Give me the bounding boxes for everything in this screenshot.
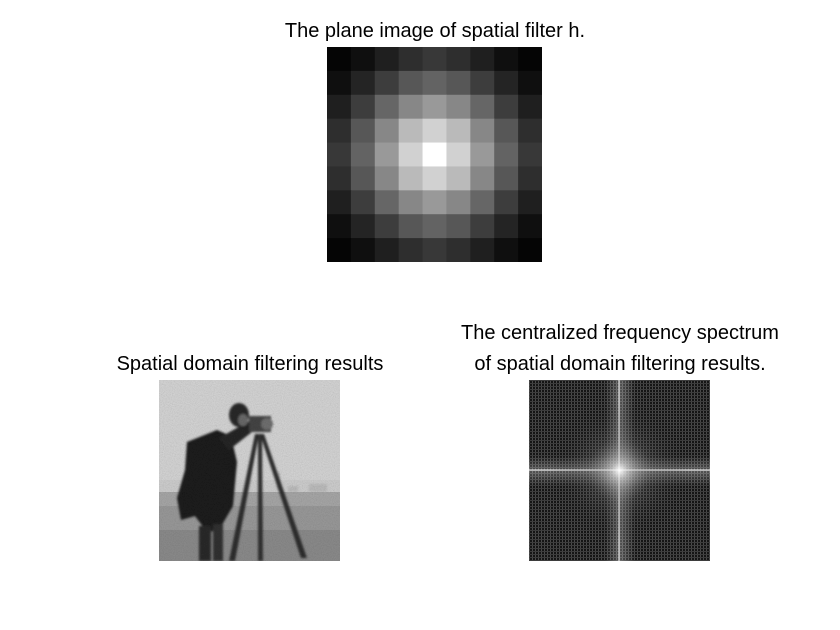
- kernel-cell-7-0: [327, 214, 352, 239]
- kernel-cell-7-6: [470, 214, 495, 239]
- kernel-cell-7-1: [350, 214, 376, 239]
- kernel-cell-5-2: [374, 166, 400, 191]
- kernel-cell-8-5: [446, 238, 471, 262]
- kernel-cell-3-6: [470, 118, 495, 144]
- kernel-cell-1-2: [374, 70, 400, 96]
- kernel-cell-2-2: [374, 94, 400, 120]
- kernel-cell-1-4: [422, 70, 447, 96]
- kernel-cell-4-2: [374, 142, 400, 167]
- kernel-cell-6-1: [350, 190, 376, 215]
- kernel-cell-7-5: [446, 214, 471, 239]
- kernel-cell-6-8: [518, 190, 542, 215]
- kernel-cell-8-1: [350, 238, 376, 262]
- kernel-cell-2-4: [422, 94, 447, 120]
- kernel-cell-4-5: [446, 142, 471, 167]
- kernel-cell-5-7: [494, 166, 519, 191]
- kernel-cell-0-5: [446, 47, 471, 72]
- kernel-cell-5-3: [398, 166, 424, 191]
- kernel-cell-5-1: [350, 166, 376, 191]
- kernel-cell-4-8: [518, 142, 542, 167]
- kernel-cell-1-6: [470, 70, 495, 96]
- kernel-cell-1-1: [350, 70, 376, 96]
- kernel-cell-4-6: [470, 142, 495, 167]
- kernel-cell-6-5: [446, 190, 471, 215]
- kernel-cell-0-8: [518, 47, 542, 72]
- kernel-cell-1-3: [398, 70, 424, 96]
- kernel-cell-8-3: [398, 238, 424, 262]
- kernel-cell-0-2: [374, 47, 400, 72]
- kernel-cell-3-3: [398, 118, 424, 144]
- kernel-cell-7-4: [422, 214, 447, 239]
- kernel-cell-2-0: [327, 94, 352, 120]
- filter-plane-title: The plane image of spatial filter h.: [284, 20, 586, 42]
- kernel-cell-7-3: [398, 214, 424, 239]
- kernel-cell-1-5: [446, 70, 471, 96]
- kernel-cell-1-7: [494, 70, 519, 96]
- kernel-cell-8-6: [470, 238, 495, 262]
- filtered-cameraman-image: [159, 380, 340, 561]
- kernel-cell-2-8: [518, 94, 542, 120]
- kernel-cell-5-4: [422, 166, 447, 191]
- kernel-cell-6-6: [470, 190, 495, 215]
- kernel-cell-4-3: [398, 142, 424, 167]
- kernel-cell-8-8: [518, 238, 542, 262]
- kernel-cell-2-1: [350, 94, 376, 120]
- kernel-cell-0-0: [327, 47, 352, 72]
- spectrum-title-line-2: of spatial domain filtering results.: [474, 353, 766, 375]
- filter-kernel-image: [327, 47, 542, 262]
- kernel-cell-2-3: [398, 94, 424, 120]
- filtering-result-title: Spatial domain filtering results: [116, 353, 384, 375]
- kernel-cell-5-5: [446, 166, 471, 191]
- kernel-cell-7-2: [374, 214, 400, 239]
- kernel-cell-1-8: [518, 70, 542, 96]
- kernel-cell-8-4: [422, 238, 447, 262]
- kernel-cell-2-6: [470, 94, 495, 120]
- kernel-cell-5-6: [470, 166, 495, 191]
- kernel-cell-3-4: [422, 118, 447, 144]
- kernel-cell-5-8: [518, 166, 542, 191]
- kernel-cell-1-0: [327, 70, 352, 96]
- kernel-cell-3-5: [446, 118, 471, 144]
- kernel-cell-7-8: [518, 214, 542, 239]
- kernel-cell-0-4: [422, 47, 447, 72]
- kernel-cell-6-3: [398, 190, 424, 215]
- kernel-cell-0-3: [398, 47, 424, 72]
- kernel-cell-5-0: [327, 166, 352, 191]
- kernel-cell-4-0: [327, 142, 352, 167]
- kernel-cell-8-7: [494, 238, 519, 262]
- kernel-cell-0-6: [470, 47, 495, 72]
- kernel-cell-6-7: [494, 190, 519, 215]
- kernel-cell-7-7: [494, 214, 519, 239]
- kernel-cell-2-7: [494, 94, 519, 120]
- kernel-cell-3-2: [374, 118, 400, 144]
- frequency-spectrum-image: [529, 380, 710, 561]
- kernel-cell-8-0: [327, 238, 352, 262]
- kernel-cell-2-5: [446, 94, 471, 120]
- kernel-cell-0-1: [350, 47, 376, 72]
- kernel-cell-3-8: [518, 118, 542, 144]
- kernel-cell-3-0: [327, 118, 352, 144]
- kernel-cell-0-7: [494, 47, 519, 72]
- kernel-cell-6-0: [327, 190, 352, 215]
- kernel-cell-3-7: [494, 118, 519, 144]
- spectrum-title-line-1: The centralized frequency spectrum: [461, 322, 779, 344]
- kernel-cell-4-4: [422, 142, 447, 167]
- kernel-cell-4-7: [494, 142, 519, 167]
- kernel-cell-4-1: [350, 142, 376, 167]
- kernel-cell-8-2: [374, 238, 400, 262]
- kernel-cell-6-2: [374, 190, 400, 215]
- kernel-cell-3-1: [350, 118, 376, 144]
- kernel-cell-6-4: [422, 190, 447, 215]
